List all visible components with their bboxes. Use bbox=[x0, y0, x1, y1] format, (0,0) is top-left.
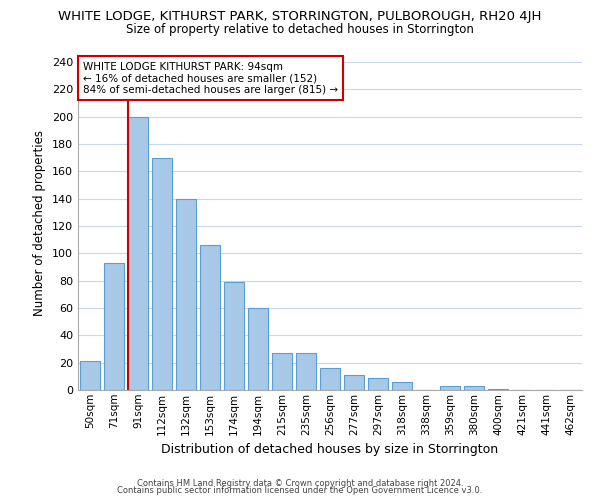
Bar bbox=[80, 362, 100, 390]
Bar bbox=[320, 368, 340, 390]
X-axis label: Distribution of detached houses by size in Storrington: Distribution of detached houses by size … bbox=[161, 443, 499, 456]
Text: WHITE LODGE KITHURST PARK: 94sqm
← 16% of detached houses are smaller (152)
84% : WHITE LODGE KITHURST PARK: 94sqm ← 16% o… bbox=[83, 62, 338, 95]
Bar bbox=[488, 388, 508, 390]
Text: Contains HM Land Registry data © Crown copyright and database right 2024.: Contains HM Land Registry data © Crown c… bbox=[137, 478, 463, 488]
Bar bbox=[272, 353, 292, 390]
Bar bbox=[224, 282, 244, 390]
Bar bbox=[200, 245, 220, 390]
Bar bbox=[296, 353, 316, 390]
Bar bbox=[176, 198, 196, 390]
Bar bbox=[464, 386, 484, 390]
Bar bbox=[152, 158, 172, 390]
Text: WHITE LODGE, KITHURST PARK, STORRINGTON, PULBOROUGH, RH20 4JH: WHITE LODGE, KITHURST PARK, STORRINGTON,… bbox=[58, 10, 542, 23]
Bar bbox=[248, 308, 268, 390]
Bar bbox=[344, 375, 364, 390]
Bar bbox=[392, 382, 412, 390]
Bar bbox=[368, 378, 388, 390]
Text: Size of property relative to detached houses in Storrington: Size of property relative to detached ho… bbox=[126, 22, 474, 36]
Y-axis label: Number of detached properties: Number of detached properties bbox=[34, 130, 46, 316]
Bar bbox=[440, 386, 460, 390]
Bar bbox=[104, 263, 124, 390]
Bar bbox=[128, 116, 148, 390]
Text: Contains public sector information licensed under the Open Government Licence v3: Contains public sector information licen… bbox=[118, 486, 482, 495]
